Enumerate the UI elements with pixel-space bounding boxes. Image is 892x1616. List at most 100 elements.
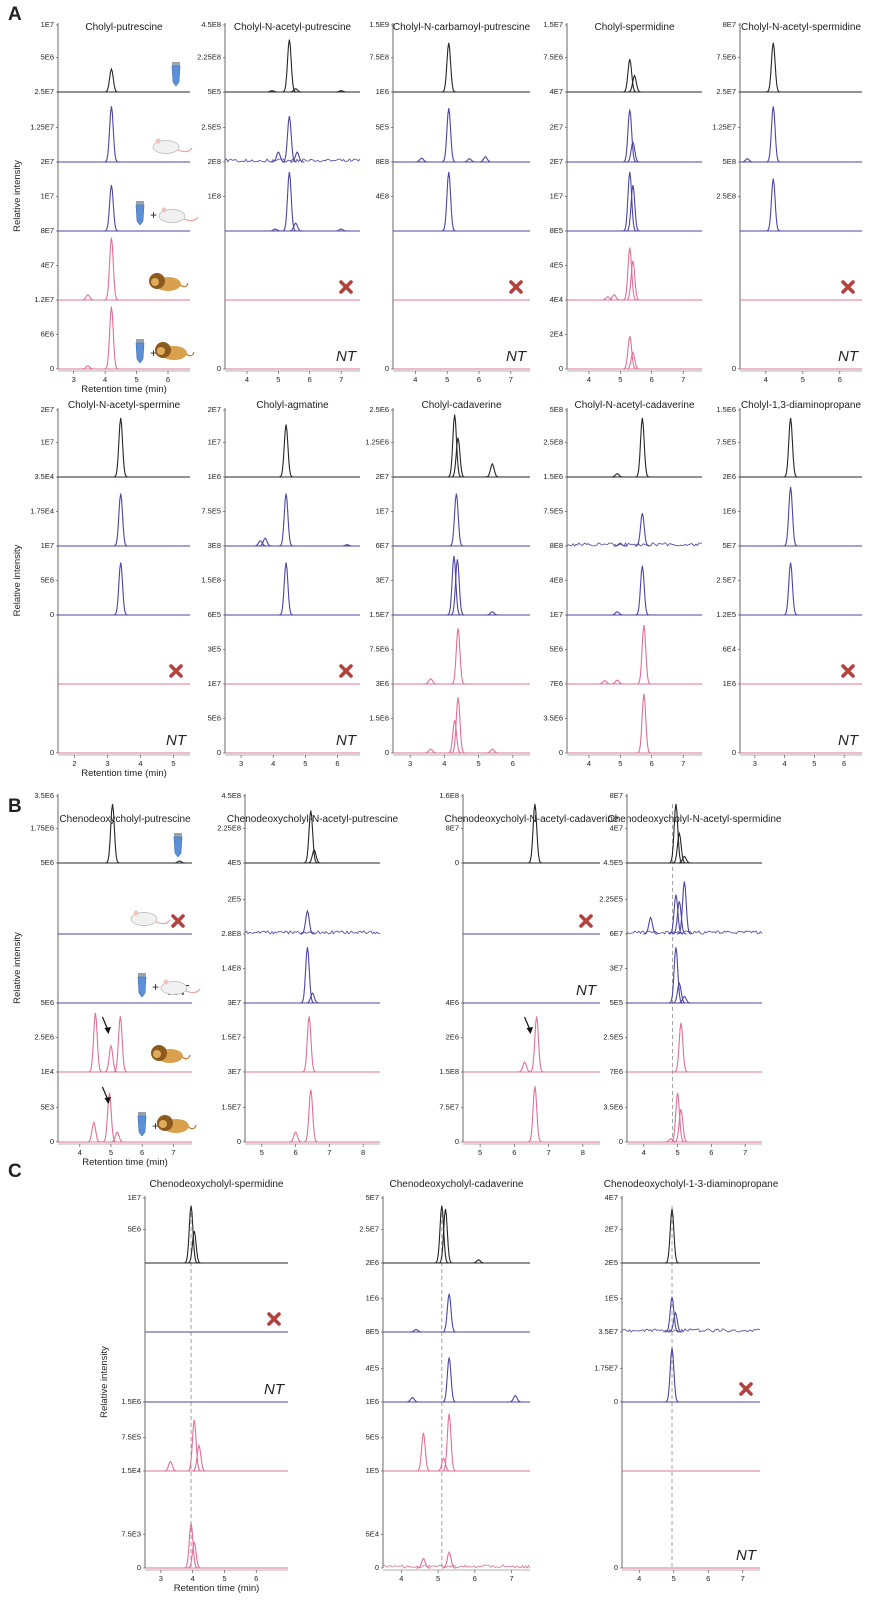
not-tested-note: NT: [264, 1381, 286, 1398]
x-tick-label: 5: [477, 759, 481, 768]
rat-tail: [155, 919, 171, 925]
y-tick-label: 0: [559, 364, 563, 373]
panel-title: Chenodeoxycholyl-N-acetyl-putrescine: [227, 814, 399, 825]
y-tick-label: 1E7: [128, 1193, 141, 1202]
peak: [300, 947, 315, 1004]
peak: [529, 1016, 544, 1073]
y-tick-label: 7.5E7: [439, 1102, 459, 1111]
peak: [271, 151, 286, 163]
absent-marker: [169, 664, 183, 678]
x-tick-label: 4: [642, 1148, 646, 1157]
chromatogram-panel: Chenodeoxycholyl-N-acetyl-cadaverine 1.6E…: [439, 791, 619, 1157]
peak: [783, 562, 798, 616]
panel-title: Cholyl-spermidine: [594, 22, 674, 33]
y-tick-label: 1E6: [723, 506, 736, 515]
y-tick-label: 1E4: [41, 1067, 54, 1076]
peak: [610, 473, 625, 478]
peak: [104, 106, 119, 163]
y-tick-label: 1.6E8: [439, 791, 459, 800]
y-tick-label: 2E6: [446, 1032, 459, 1041]
x-tick-label: 6: [511, 759, 515, 768]
peak: [301, 1016, 317, 1073]
y-tick-label: 2E4: [550, 329, 563, 338]
rat-icon: [160, 981, 188, 995]
chromatogram-panel: Cholyl-N-acetyl-cadaverine 5E8 2.5E8 1.5E6 7…: [543, 400, 702, 768]
plus-sign: +: [152, 1119, 159, 1133]
x-tick-label: 6: [706, 1574, 710, 1583]
peak: [606, 294, 622, 301]
y-tick-label: 6E7: [610, 929, 623, 938]
y-tick-label: 2E5: [228, 894, 241, 903]
x-tick-label: 7: [681, 759, 685, 768]
chromatogram-panel: Cholyl-N-acetyl-spermidine 8E7 7.5E6 2.5E7 1…: [712, 20, 862, 384]
y-tick-label: 5E7: [723, 541, 736, 550]
y-tick-label: 1.75E4: [30, 506, 54, 515]
plus-sign: +: [150, 208, 157, 222]
y-axis-label: Relative intensity: [12, 932, 23, 1004]
y-tick-label: 8E5: [366, 1327, 379, 1336]
peak: [672, 831, 687, 864]
tube-icon: [174, 833, 182, 837]
panel-title: Cholyl-N-acetyl-spermidine: [741, 22, 861, 33]
peak: [163, 1460, 178, 1472]
section-letter: A: [8, 4, 22, 25]
x-tick-label: 7: [339, 375, 343, 384]
baseline-trace: [244, 929, 381, 935]
y-tick-label: 1.4E8: [221, 963, 241, 972]
y-tick-label: 1.25E6: [365, 437, 389, 446]
peak: [436, 1457, 451, 1472]
y-tick-label: 5E5: [376, 122, 389, 131]
tube-icon: [137, 1115, 147, 1137]
x-tick-label: 6: [335, 759, 339, 768]
y-tick-label: 0: [50, 748, 54, 757]
peak: [104, 306, 119, 370]
peak: [766, 178, 781, 232]
peak: [113, 562, 128, 616]
absent-marker: [509, 280, 523, 294]
x-tick-label: 3: [408, 759, 412, 768]
y-tick-label: 2E7: [550, 157, 563, 166]
y-tick-label: 7.5E8: [369, 52, 389, 61]
x-axis-label: Retention time (min): [81, 768, 167, 779]
y-tick-label: 8E8: [376, 157, 389, 166]
peak: [306, 848, 322, 864]
y-tick-label: 4.5E8: [201, 20, 221, 29]
y-tick-label: 1E7: [208, 679, 221, 688]
peak: [450, 437, 466, 478]
panel-title: Cholyl-agmatine: [256, 400, 329, 411]
y-tick-label: 4E5: [550, 260, 563, 269]
rat-tail: [185, 988, 201, 994]
x-tick-label: 7: [171, 1148, 175, 1157]
x-tick-label: 6: [140, 1148, 144, 1157]
absent-marker: [339, 664, 353, 678]
chromatogram-panel: Cholyl-putrescine 1E7 5E6 2.5E7 1.25E7 2E7 1E7…: [30, 20, 199, 384]
tube-icon: [135, 204, 145, 226]
y-tick-label: 2.5E7: [34, 87, 54, 96]
y-tick-label: 6E5: [208, 610, 221, 619]
peak: [600, 296, 616, 301]
peak: [462, 158, 477, 163]
y-tick-label: 6E7: [376, 541, 389, 550]
tube-icon: [171, 65, 181, 87]
y-tick-label: 1E8: [208, 191, 221, 200]
peak: [673, 1022, 689, 1073]
x-tick-label: 4: [191, 1574, 195, 1583]
y-tick-label: 1.75E6: [30, 823, 54, 832]
y-tick-label: 8E7: [723, 20, 736, 29]
peak: [103, 1043, 119, 1073]
y-tick-label: 5E4: [366, 1529, 379, 1538]
y-tick-label: 8E7: [41, 226, 54, 235]
peak: [664, 1347, 680, 1403]
x-tick-label: 7: [327, 1148, 331, 1157]
y-tick-label: 4E8: [550, 575, 563, 584]
peak: [668, 803, 684, 864]
y-tick-label: 2E7: [605, 1224, 618, 1233]
y-tick-label: 4.5E8: [221, 791, 241, 800]
x-tick-label: 3: [239, 759, 243, 768]
x-tick-label: 5: [812, 759, 816, 768]
y-tick-label: 7.5E5: [121, 1432, 141, 1441]
tube-icon: [136, 339, 144, 343]
arrow-head: [104, 1097, 111, 1104]
y-tick-label: 4E5: [228, 858, 241, 867]
